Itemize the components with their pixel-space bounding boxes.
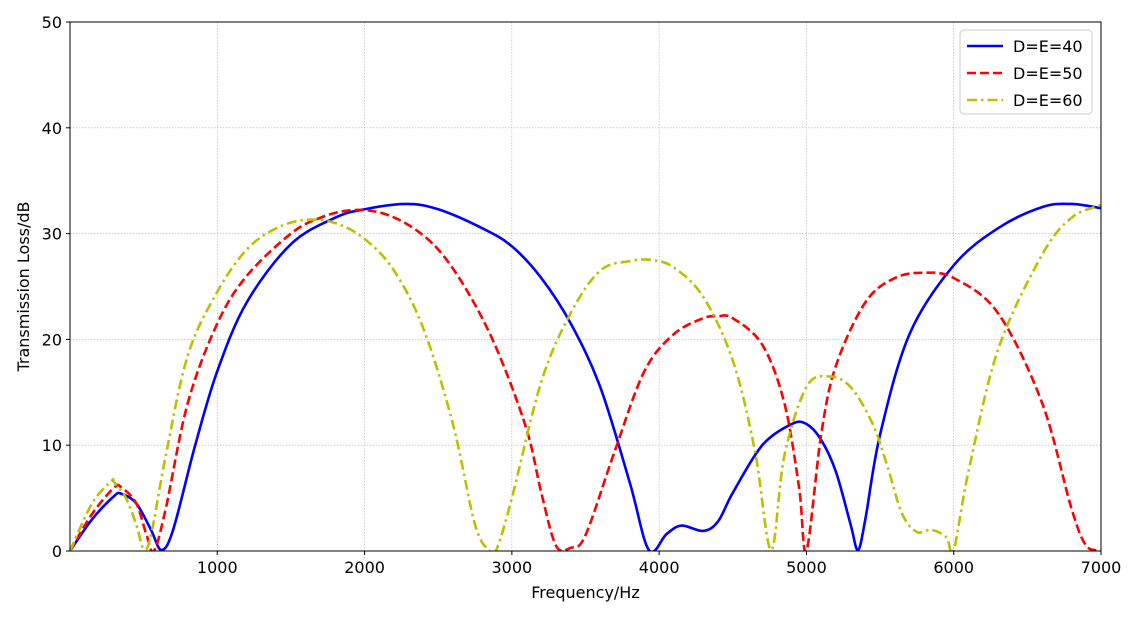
x-axis-label: Frequency/Hz [531, 583, 639, 602]
series-layer [70, 202, 1101, 551]
x-tick-label: 5000 [786, 558, 827, 577]
x-tick-label: 3000 [491, 558, 532, 577]
y-tick-label: 30 [42, 225, 62, 244]
x-tick-label: 6000 [933, 558, 974, 577]
y-tick-label: 20 [42, 330, 62, 349]
x-tick-label: 2000 [344, 558, 385, 577]
legend-label-1: D=E=40 [1013, 37, 1083, 56]
plot-area [70, 22, 1101, 551]
y-tick-label: 10 [42, 436, 62, 455]
y-tick-label: 40 [42, 119, 62, 138]
y-axis-ticks: 0 10 20 30 40 50 [42, 13, 70, 561]
legend-label-3: D=E=60 [1013, 91, 1083, 110]
series-line-1 [70, 202, 1101, 551]
legend-label-2: D=E=50 [1013, 64, 1083, 83]
series-line-3 [70, 203, 1101, 551]
x-tick-label: 4000 [639, 558, 680, 577]
x-tick-label: 7000 [1081, 558, 1122, 577]
x-tick-label: 1000 [197, 558, 238, 577]
y-gridlines [70, 127, 1101, 446]
x-axis-ticks: 1000 2000 3000 4000 5000 6000 7000 [197, 551, 1121, 577]
plot-frame [69, 21, 1102, 552]
y-tick-label: 0 [52, 542, 62, 561]
y-axis-label: Transmission Loss/dB [14, 201, 33, 372]
legend: D=E=40 D=E=50 D=E=60 [959, 29, 1093, 115]
series-line-2 [70, 208, 1101, 551]
legend-box [959, 29, 1093, 115]
y-tick-label: 50 [42, 13, 62, 32]
